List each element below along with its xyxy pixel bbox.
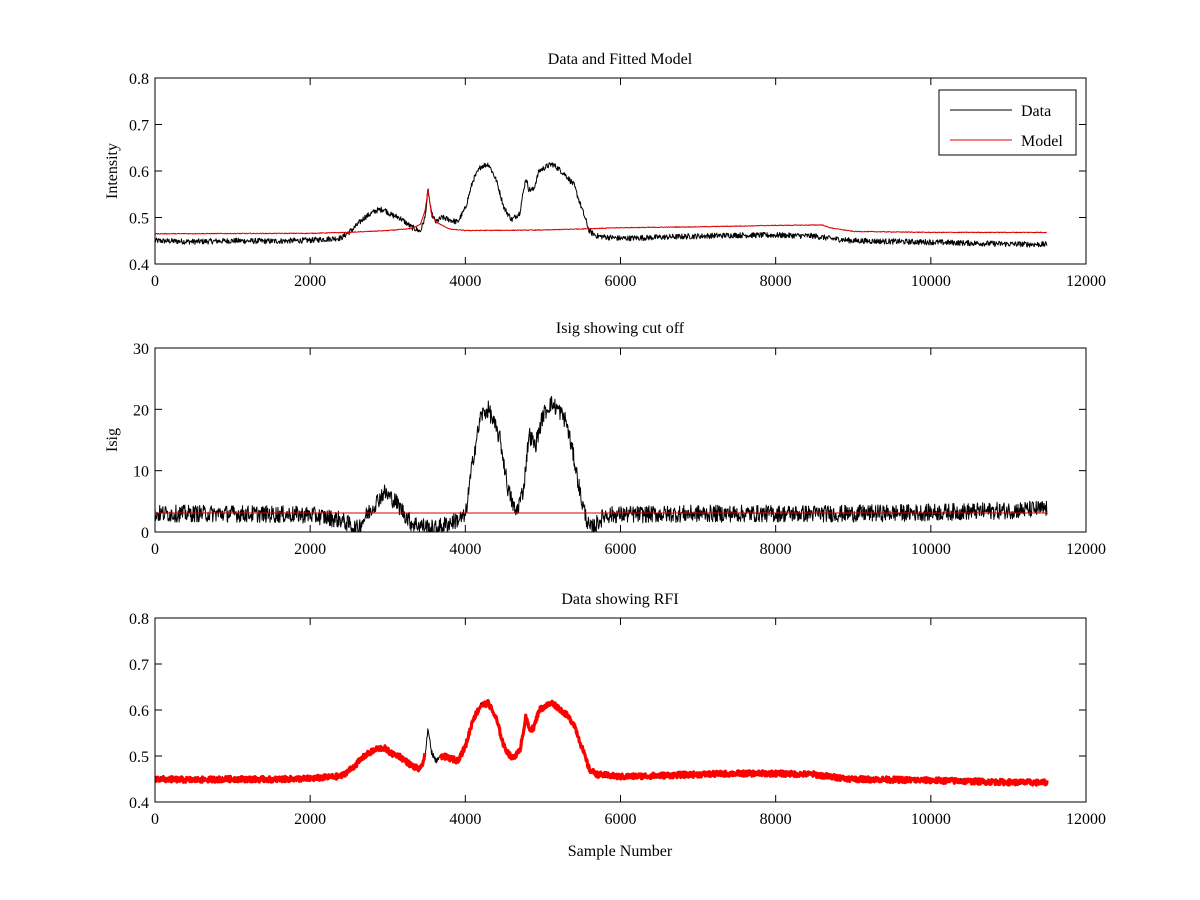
panel-isig-cut-off: Isig showing cut off Isig 0 2000 4000 6000 8… — [104, 320, 1106, 558]
x-tick-label: 2000 — [294, 273, 326, 290]
y-tick-label: 0.4 — [129, 257, 149, 274]
y-tick-label: 0.8 — [129, 611, 149, 628]
plot-area-3: 0 2000 4000 6000 8000 10000 12000 0.4 0.5 0.6 0.7 0… — [129, 611, 1106, 828]
y-tick-label: 0.5 — [129, 211, 149, 228]
series-data-line — [155, 162, 1048, 248]
y-tick-label: 30 — [133, 341, 149, 358]
y-tick-label: 0.6 — [129, 164, 149, 181]
x-tick-label: 12000 — [1066, 273, 1106, 290]
y-axis-label: Isig — [104, 428, 121, 452]
legend-box — [938, 89, 1077, 156]
series-model-line — [155, 190, 1047, 235]
y-axis-label: Intensity — [104, 143, 121, 199]
x-tick-label: 6000 — [605, 811, 637, 828]
chart-title: Isig showing cut off — [556, 320, 685, 337]
x-tick-label: 4000 — [449, 541, 481, 558]
x-tick-label: 2000 — [294, 541, 326, 558]
plot-area-1: 0 2000 4000 6000 8000 10000 12000 0.4 0.5 0.6 0.7 0… — [129, 71, 1106, 290]
series-isig-line — [155, 396, 1048, 532]
y-tick-label: 0.8 — [129, 71, 149, 88]
x-tick-label: 12000 — [1066, 541, 1106, 558]
chart-title: Data showing RFI — [561, 591, 678, 608]
x-tick-label: 8000 — [760, 273, 792, 290]
panel-data-rfi: Data showing RFI Sample Number 0 2000 4000… — [129, 591, 1106, 860]
y-tick-label: 0.7 — [129, 657, 149, 674]
x-tick-label: 10000 — [911, 811, 951, 828]
panel-data-fitted-model: Data and Fitted Model Intensity 0 2000 400… — [104, 51, 1106, 290]
legend: Data Model — [938, 89, 1077, 156]
x-axis-label: Sample Number — [568, 843, 673, 860]
x-tick-label: 0 — [151, 273, 159, 290]
x-tick-label: 10000 — [911, 273, 951, 290]
y-tick-label: 0.6 — [129, 703, 149, 720]
series-layer — [155, 396, 1048, 532]
x-tick-label: 4000 — [449, 811, 481, 828]
x-tick-label: 0 — [151, 811, 159, 828]
y-tick-label: 0.5 — [129, 749, 149, 766]
chart-title: Data and Fitted Model — [548, 51, 693, 68]
y-tick-label: 10 — [133, 464, 149, 481]
x-tick-label: 6000 — [605, 541, 637, 558]
x-tick-label: 4000 — [449, 273, 481, 290]
legend-model-label: Model — [1021, 133, 1063, 150]
x-tick-label: 8000 — [760, 811, 792, 828]
x-tick-label: 8000 — [760, 541, 792, 558]
x-tick-label: 6000 — [605, 273, 637, 290]
series-layer — [155, 699, 1049, 787]
x-tick-label: 0 — [151, 541, 159, 558]
series-rfi-flagged-data-line — [155, 744, 427, 784]
x-tick-label: 12000 — [1066, 811, 1106, 828]
series-layer — [155, 162, 1048, 248]
x-tick-label: 2000 — [294, 811, 326, 828]
y-tick-label: 0 — [141, 525, 149, 542]
legend-data-label: Data — [1021, 103, 1051, 120]
plot-area-2: 0 2000 4000 6000 8000 10000 12000 0 10 20 30 — [133, 341, 1106, 558]
x-tick-label: 10000 — [911, 541, 951, 558]
y-tick-label: 0.7 — [129, 118, 149, 135]
series-rfi-flagged-data-line — [438, 699, 1049, 787]
y-tick-label: 0.4 — [129, 795, 149, 812]
y-tick-label: 20 — [133, 402, 149, 419]
